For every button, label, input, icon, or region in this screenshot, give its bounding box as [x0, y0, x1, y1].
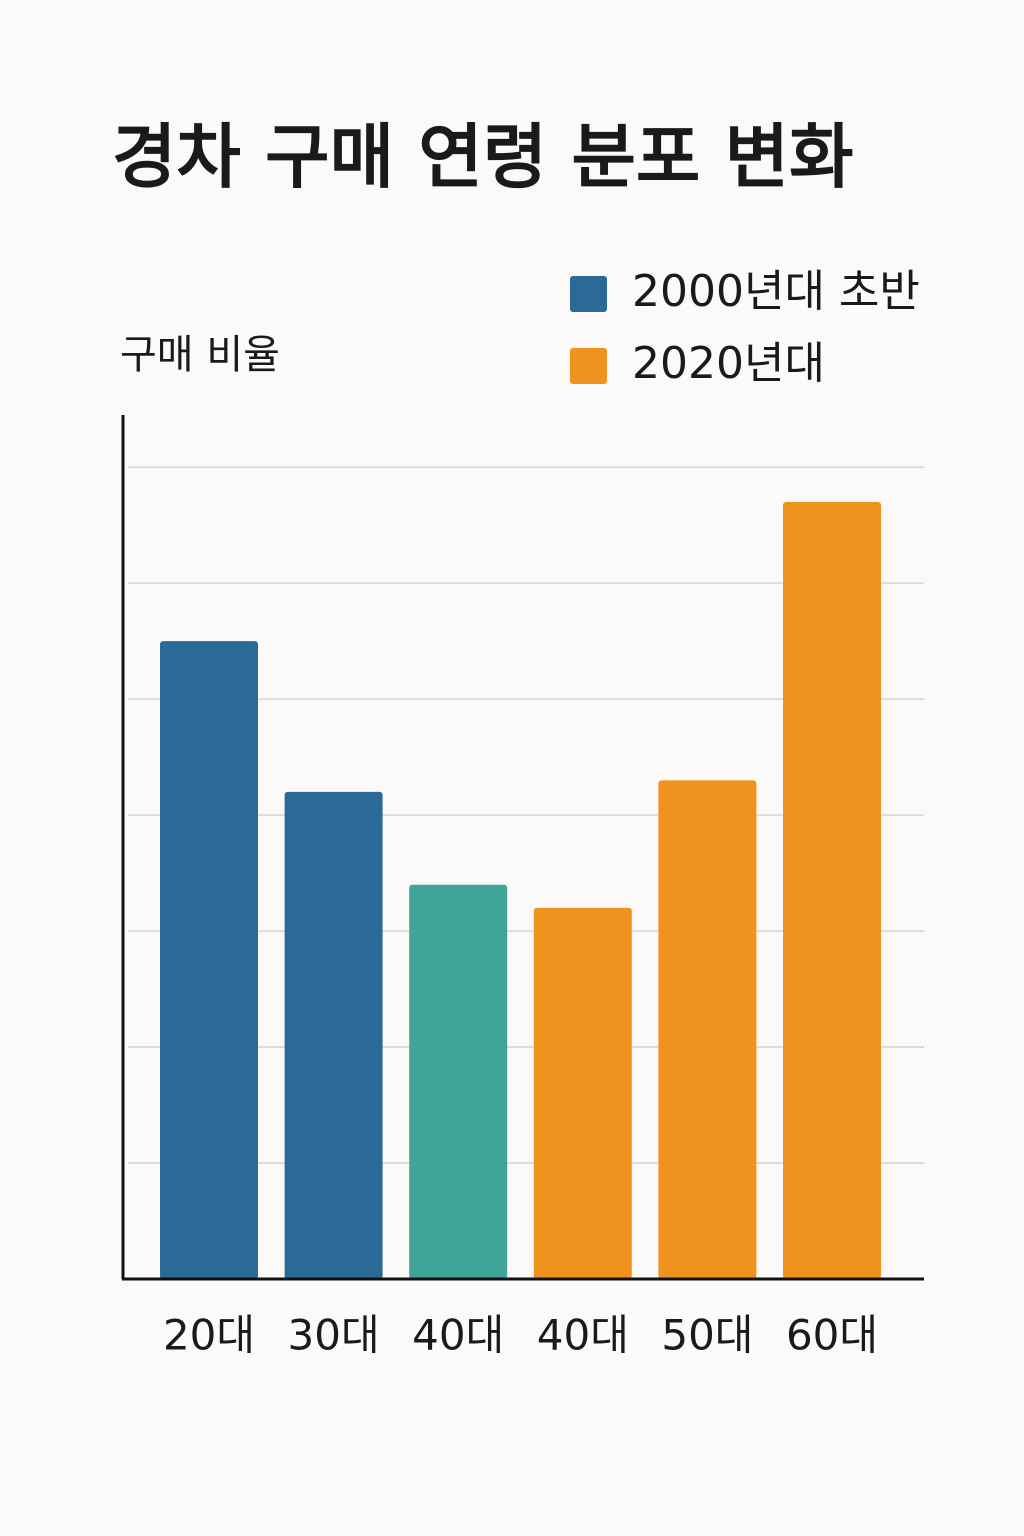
x-tick-label: 60대 — [786, 1311, 878, 1360]
x-tick-label: 40대 — [537, 1311, 629, 1360]
bar — [533, 907, 632, 1279]
bar — [409, 884, 508, 1279]
y-axis-label: 구매 비율 — [120, 332, 280, 378]
x-tick-label: 50대 — [661, 1311, 753, 1360]
legend-label: 2000년대 초반 — [632, 266, 920, 317]
legend-swatch — [570, 348, 607, 384]
legend-swatch — [570, 276, 607, 312]
legend-label: 2020년대 — [632, 338, 825, 389]
bar — [658, 780, 757, 1279]
x-tick-label: 30대 — [288, 1311, 380, 1360]
x-tick-label: 40대 — [412, 1311, 504, 1360]
bar — [160, 641, 258, 1279]
x-tick-label: 20대 — [163, 1311, 255, 1360]
bar — [783, 501, 881, 1279]
chart-title: 경차 구매 연령 분포 변화 — [112, 116, 853, 198]
bar — [284, 791, 383, 1279]
